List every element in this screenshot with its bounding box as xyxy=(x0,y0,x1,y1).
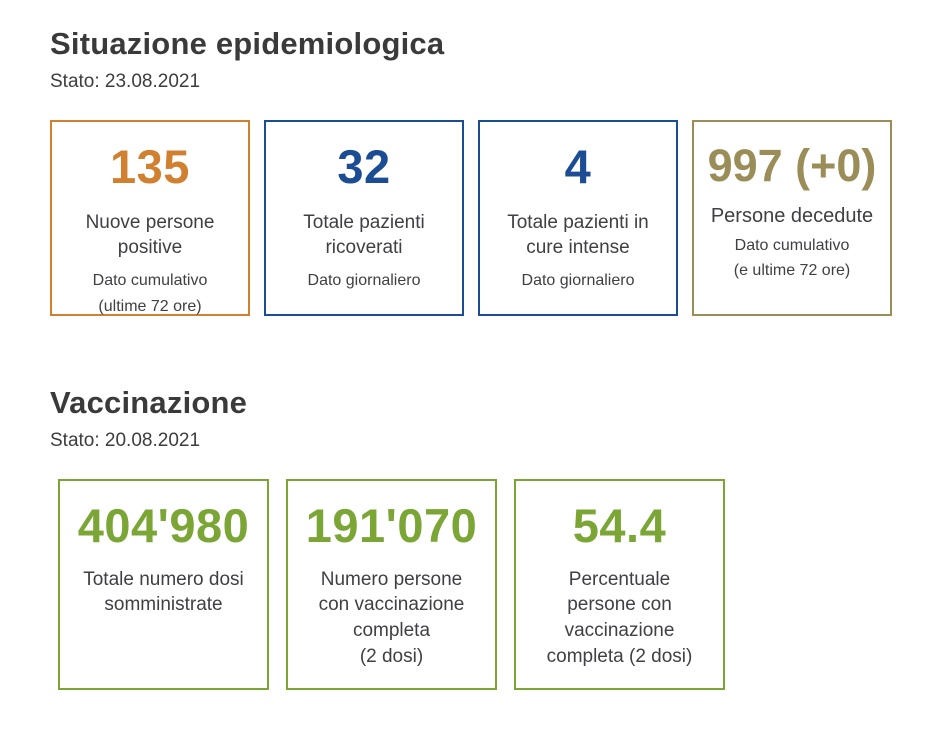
stat-label-hospitalized-patients: Totale pazienti ricoverati xyxy=(303,211,425,259)
stat-label-intensive-care-patients: Totale pazienti in cure intense xyxy=(507,211,649,259)
stat-label-new-positive-cases: Nuove persone positive xyxy=(85,211,215,259)
stat-sublabel-hospitalized-patients: Dato giornaliero xyxy=(307,272,421,290)
stat-card-hospitalized-patients: 32 Totale pazienti ricoverati Dato giorn… xyxy=(264,120,464,316)
stat-value-total-doses-administered: 404'980 xyxy=(77,499,250,552)
epidemiology-status-date: Stato: 23.08.2021 xyxy=(50,71,201,92)
dashboard-page: Situazione epidemiologica Stato: 23.08.2… xyxy=(50,26,895,690)
stat-value-hospitalized-patients: 32 xyxy=(337,140,391,193)
stat-label-fully-vaccinated-persons: Numero persone con vaccinazione completa… xyxy=(318,568,465,667)
stat-card-fully-vaccinated-percentage: 54.4 Percentuale persone con vaccinazion… xyxy=(514,479,725,690)
stat-card-intensive-care-patients: 4 Totale pazienti in cure intense Dato g… xyxy=(478,120,678,316)
section-epidemiology: Situazione epidemiologica Stato: 23.08.2… xyxy=(50,26,895,316)
section-vaccination: Vaccinazione Stato: 20.08.2021 404'980 T… xyxy=(50,385,895,690)
stat-value-fully-vaccinated-persons: 191'070 xyxy=(305,499,478,552)
stat-card-fully-vaccinated-persons: 191'070 Numero persone con vaccinazione … xyxy=(286,479,497,690)
stat-sublabel-intensive-care-patients: Dato giornaliero xyxy=(521,272,635,290)
vaccination-cards-row: 404'980 Totale numero dosi somministrate… xyxy=(58,479,895,690)
stat-label-deceased-persons: Persone decedute xyxy=(710,204,874,227)
vaccination-title: Vaccinazione xyxy=(50,385,248,420)
epidemiology-cards-row: 135 Nuove persone positive Dato cumulati… xyxy=(50,120,895,316)
stat-sublabel-new-positive-cases: Dato cumulativo (ultime 72 ore) xyxy=(92,272,208,315)
stat-sublabel-deceased-persons: Dato cumulativo (e ultime 72 ore) xyxy=(733,236,851,280)
vaccination-status-date: Stato: 20.08.2021 xyxy=(50,430,201,451)
stat-value-intensive-care-patients: 4 xyxy=(564,140,592,193)
stat-card-new-positive-cases: 135 Nuove persone positive Dato cumulati… xyxy=(50,120,250,316)
stat-card-deceased-persons: 997 (+0) Persone decedute Dato cumulativ… xyxy=(692,120,892,316)
stat-card-total-doses-administered: 404'980 Totale numero dosi somministrate xyxy=(58,479,269,690)
stat-label-total-doses-administered: Totale numero dosi somministrate xyxy=(83,568,244,616)
stat-value-deceased-persons: 997 (+0) xyxy=(707,140,877,191)
stat-label-fully-vaccinated-percentage: Percentuale persone con vaccinazione com… xyxy=(546,568,693,667)
stat-value-new-positive-cases: 135 xyxy=(110,140,190,193)
epidemiology-title: Situazione epidemiologica xyxy=(50,26,445,61)
stat-value-fully-vaccinated-percentage: 54.4 xyxy=(572,499,667,552)
